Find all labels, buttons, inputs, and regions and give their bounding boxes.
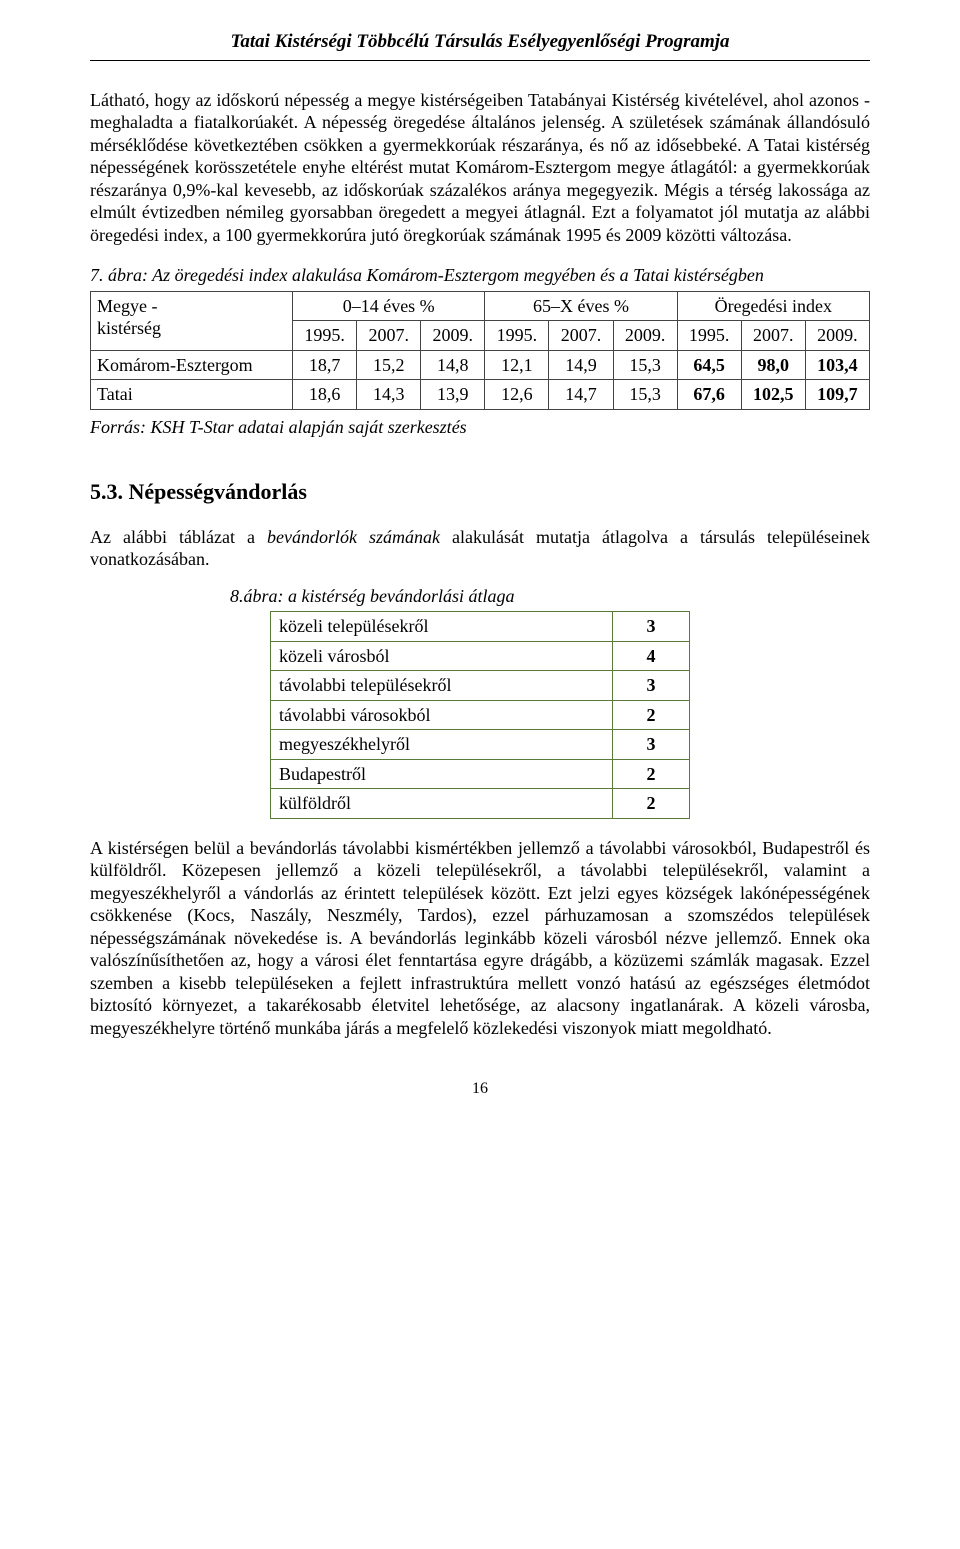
t2-label: Budapestről [271, 759, 613, 789]
table-row: közeli városból 4 [271, 641, 690, 671]
t2-label: közeli településekről [271, 612, 613, 642]
figure-8-caption: 8.ábra: a kistérség bevándorlási átlaga [90, 585, 870, 608]
table-cell: 102,5 [741, 380, 805, 410]
t2-value: 2 [613, 700, 690, 730]
paragraph-3: A kistérségen belül a bevándorlás távola… [90, 837, 870, 1040]
table-row: Budapestről 2 [271, 759, 690, 789]
table-cell: 14,3 [357, 380, 421, 410]
table-cell: 12,1 [485, 350, 549, 380]
table-row: Komárom-Esztergom 18,7 15,2 14,8 12,1 14… [91, 350, 870, 380]
year-header: 2007. [357, 321, 421, 351]
corner-bottom: kistérség [97, 318, 161, 338]
t2-label: távolabbi településekről [271, 671, 613, 701]
table-row: megyeszékhelyről 3 [271, 730, 690, 760]
source-note: Forrás: KSH T-Star adatai alapján saját … [90, 416, 870, 439]
table-corner-cell: Megye - kistérség [91, 291, 293, 350]
table-cell: 67,6 [677, 380, 741, 410]
year-header: 1995. [677, 321, 741, 351]
t2-label: távolabbi városokból [271, 700, 613, 730]
table-cell: 18,6 [293, 380, 357, 410]
t2-value: 3 [613, 730, 690, 760]
table-cell: 15,3 [613, 380, 677, 410]
t2-value: 2 [613, 789, 690, 819]
year-header: 2007. [549, 321, 613, 351]
table-cell: 15,3 [613, 350, 677, 380]
document-page: Tatai Kistérségi Többcélú Társulás Esély… [0, 0, 960, 1139]
table-cell: 15,2 [357, 350, 421, 380]
row-label: Tatai [91, 380, 293, 410]
t2-label: közeli városból [271, 641, 613, 671]
table-cell: 103,4 [805, 350, 869, 380]
t2-value: 4 [613, 641, 690, 671]
document-header: Tatai Kistérségi Többcélú Társulás Esély… [90, 30, 870, 61]
aging-index-table: Megye - kistérség 0–14 éves % 65–X éves … [90, 291, 870, 410]
page-number: 16 [90, 1079, 870, 1099]
table-cell: 18,7 [293, 350, 357, 380]
paragraph-1: Látható, hogy az időskorú népesség a meg… [90, 89, 870, 247]
t2-value: 2 [613, 759, 690, 789]
year-header: 2009. [805, 321, 869, 351]
table-cell: 109,7 [805, 380, 869, 410]
t2-label: megyeszékhelyről [271, 730, 613, 760]
table-cell: 14,7 [549, 380, 613, 410]
section-heading-5-3: 5.3. Népességvándorlás [90, 478, 870, 506]
table-cell: 64,5 [677, 350, 741, 380]
group-header-0: 0–14 éves % [293, 291, 485, 321]
year-header: 2007. [741, 321, 805, 351]
year-header: 1995. [485, 321, 549, 351]
t2-value: 3 [613, 612, 690, 642]
group-header-2: Öregedési index [677, 291, 869, 321]
para2-pre: Az alábbi táblázat a [90, 527, 267, 547]
table-cell: 98,0 [741, 350, 805, 380]
t2-value: 3 [613, 671, 690, 701]
paragraph-2: Az alábbi táblázat a bevándorlók számána… [90, 526, 870, 571]
year-header: 2009. [421, 321, 485, 351]
table-cell: 14,9 [549, 350, 613, 380]
corner-top: Megye - [97, 296, 157, 316]
table-row: közeli településekről 3 [271, 612, 690, 642]
para2-italic: bevándorlók számának [267, 527, 440, 547]
table-row: távolabbi településekről 3 [271, 671, 690, 701]
immigration-avg-table: közeli településekről 3 közeli városból … [270, 611, 690, 819]
year-header: 1995. [293, 321, 357, 351]
group-header-1: 65–X éves % [485, 291, 677, 321]
table-header-row-1: Megye - kistérség 0–14 éves % 65–X éves … [91, 291, 870, 321]
year-header: 2009. [613, 321, 677, 351]
table-row: távolabbi városokból 2 [271, 700, 690, 730]
table-cell: 12,6 [485, 380, 549, 410]
table-row: külföldről 2 [271, 789, 690, 819]
figure-7-caption: 7. ábra: Az öregedési index alakulása Ko… [90, 264, 870, 287]
row-label: Komárom-Esztergom [91, 350, 293, 380]
table-row: Tatai 18,6 14,3 13,9 12,6 14,7 15,3 67,6… [91, 380, 870, 410]
t2-label: külföldről [271, 789, 613, 819]
table-cell: 14,8 [421, 350, 485, 380]
table-cell: 13,9 [421, 380, 485, 410]
